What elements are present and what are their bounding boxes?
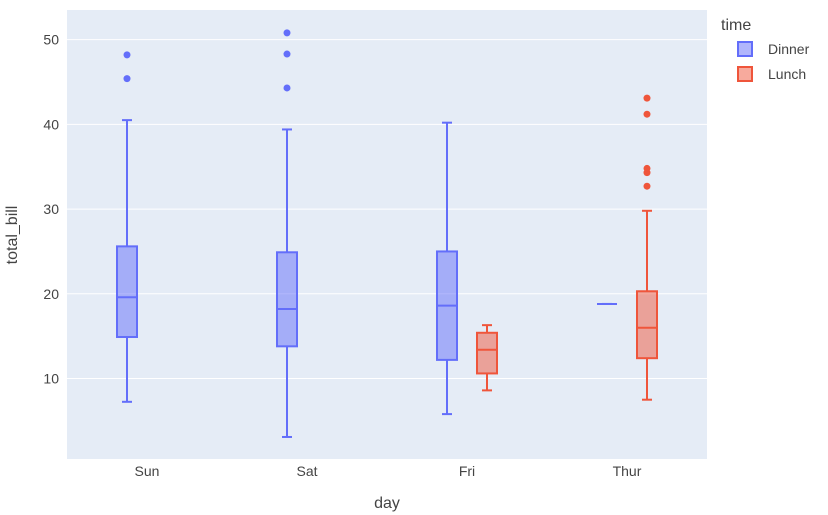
box-series xyxy=(116,29,658,438)
legend[interactable]: time Dinner Lunch xyxy=(721,17,810,82)
legend-title: time xyxy=(721,17,751,34)
x-axis-ticks: Sun Sat Fri Thur xyxy=(135,463,642,479)
box-dinner-sun xyxy=(116,51,138,403)
outlier-point xyxy=(643,164,651,172)
y-tick-label: 30 xyxy=(43,201,59,217)
iqr-box xyxy=(636,290,658,360)
legend-label: Dinner xyxy=(768,41,810,57)
legend-label: Lunch xyxy=(768,66,806,82)
series-dinner xyxy=(116,29,617,438)
x-tick-label: Sat xyxy=(296,463,317,479)
legend-item-lunch[interactable]: Lunch xyxy=(737,66,806,82)
x-tick-label: Thur xyxy=(613,463,642,479)
box-lunch-thur xyxy=(636,94,658,401)
outlier-point xyxy=(283,84,291,92)
outlier-point xyxy=(643,94,651,102)
iqr-box xyxy=(276,251,298,348)
x-axis-title: day xyxy=(374,495,400,512)
legend-swatch xyxy=(737,66,753,82)
gridlines xyxy=(67,39,707,380)
y-tick-label: 50 xyxy=(43,32,59,48)
y-axis-ticks: 10 20 30 40 50 xyxy=(43,32,59,387)
outlier-point xyxy=(283,50,291,58)
x-tick-label: Fri xyxy=(459,463,475,479)
y-axis-title: total_bill xyxy=(4,206,21,265)
box-lunch-fri xyxy=(476,324,498,392)
outlier-point xyxy=(643,110,651,118)
plot-background xyxy=(67,10,707,459)
legend-swatch xyxy=(737,41,753,57)
series-lunch xyxy=(476,94,658,401)
outlier-point xyxy=(283,29,291,37)
iqr-box xyxy=(116,245,138,339)
box-dinner-sat xyxy=(276,29,298,438)
legend-item-dinner[interactable]: Dinner xyxy=(737,41,810,57)
box-dinner-fri xyxy=(436,121,458,416)
outlier-point xyxy=(123,75,131,83)
outlier-point xyxy=(643,182,651,190)
x-tick-label: Sun xyxy=(135,463,160,479)
outlier-point xyxy=(123,51,131,59)
iqr-box xyxy=(476,331,498,375)
y-tick-label: 10 xyxy=(43,371,59,387)
y-tick-label: 20 xyxy=(43,286,59,302)
y-tick-label: 40 xyxy=(43,116,59,132)
